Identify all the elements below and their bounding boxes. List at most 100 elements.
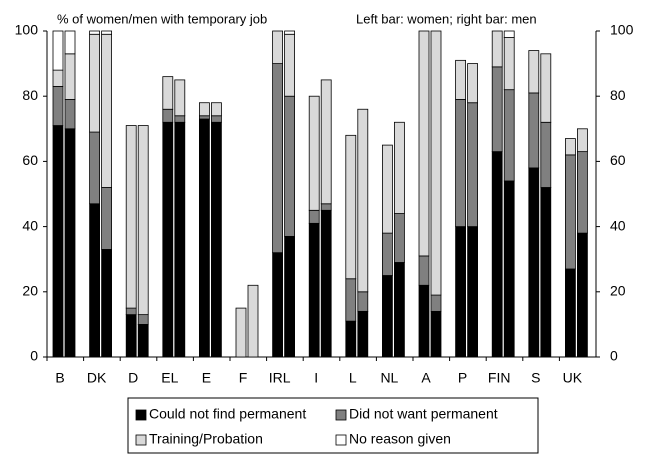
bar-segment [284,30,296,35]
x-tick-label: B [55,370,64,386]
y-tick-label: 60 [22,152,38,168]
y-tick-label: 100 [15,22,39,38]
legend-swatch [135,434,147,446]
x-tick-label: E [202,370,211,386]
bar-segment [210,121,222,358]
legend-swatch [335,409,347,421]
annotation: % of women/men with temporary job [57,11,267,26]
bar-segment [64,30,76,55]
bar-segment [345,320,357,358]
bar-segment [503,89,515,182]
bar-segment [528,167,540,358]
bar-segment [467,226,479,358]
bar-segment [418,284,430,358]
bar-segment [345,278,357,322]
bar-segment [247,284,259,358]
legend-swatch [335,434,347,446]
bar-segment [357,291,369,312]
bar-segment [198,118,210,358]
bar-segment [577,151,588,234]
bar-segment [381,275,393,358]
x-tick-label: S [531,370,540,386]
y2-tick-label: 20 [610,283,626,299]
bar-segment [565,154,576,270]
bar-segment [320,79,332,205]
bar-segment [540,187,552,358]
bar-segment [393,262,405,358]
legend-label: Training/Probation [149,431,263,447]
bar-segment [198,102,210,117]
x-tick-label: I [314,370,318,386]
x-tick-label: IRL [269,370,291,386]
bar-segment [272,252,284,358]
y2-tick-label: 40 [610,217,626,233]
bar-segment [52,30,64,71]
x-tick-label: A [421,370,431,386]
x-tick-label: NL [380,370,398,386]
bar-segment [89,131,100,205]
bar-segment [320,203,332,211]
bar-segment [503,180,515,358]
legend-swatch [135,409,147,421]
bar-segment [418,255,430,286]
bar-segment [491,30,503,68]
legend-label: Did not want permanent [349,406,498,422]
bar-segment [125,307,137,316]
annotation: Left bar: women; right bar: men [356,11,537,26]
bar-segment [64,99,76,130]
bar-segment [64,128,76,358]
bar-segment [455,99,467,227]
bar-segment [577,232,588,358]
bar-segment [467,102,479,227]
bar-segment [357,310,369,358]
bar-segment [345,134,357,280]
y2-tick-label: 100 [610,22,634,38]
bar-segment [52,86,64,126]
bar-segment [455,226,467,358]
bar-segment [540,121,552,188]
bar-segment [467,63,479,104]
bar-segment [210,115,222,123]
bar-segment [503,37,515,91]
x-tick-label: L [349,370,357,386]
bar-segment [577,128,588,153]
bar-segment [125,314,137,358]
bar-segment [565,138,576,156]
bar-segment [284,33,296,97]
x-tick-label: FIN [488,370,511,386]
bar-segment [491,66,503,153]
bar-segment [101,30,112,35]
bar-segment [528,50,540,94]
bar-segment [503,30,515,38]
bar-segment [540,53,552,123]
bar-segment [101,33,112,188]
bar-segment [418,30,430,257]
y-tick-label: 20 [22,283,38,299]
bar-segment [308,95,320,211]
bar-segment [162,121,174,358]
bar-segment [308,209,320,224]
bar-segment [491,151,503,358]
bar-segment [174,121,186,358]
legend-label: No reason given [349,431,451,447]
y2-tick-label: 0 [610,348,618,364]
bar-segment [381,144,393,234]
x-tick-label: EL [161,370,178,386]
legend-label: Could not find permanent [149,406,306,422]
bar-segment [162,108,174,123]
x-tick-label: DK [87,370,107,386]
bar-segment [198,115,210,120]
y-tick-label: 40 [22,217,38,233]
bar-segment [52,69,64,87]
bar-segment [272,63,284,254]
bar-segment [137,125,149,316]
bar-segment [308,222,320,358]
bar-segment [430,30,442,296]
bar-segment [89,30,100,35]
y2-tick-label: 60 [610,152,626,168]
bar-segment [101,187,112,250]
x-tick-label: D [128,370,138,386]
x-tick-label: UK [563,370,583,386]
bar-segment [235,307,247,358]
